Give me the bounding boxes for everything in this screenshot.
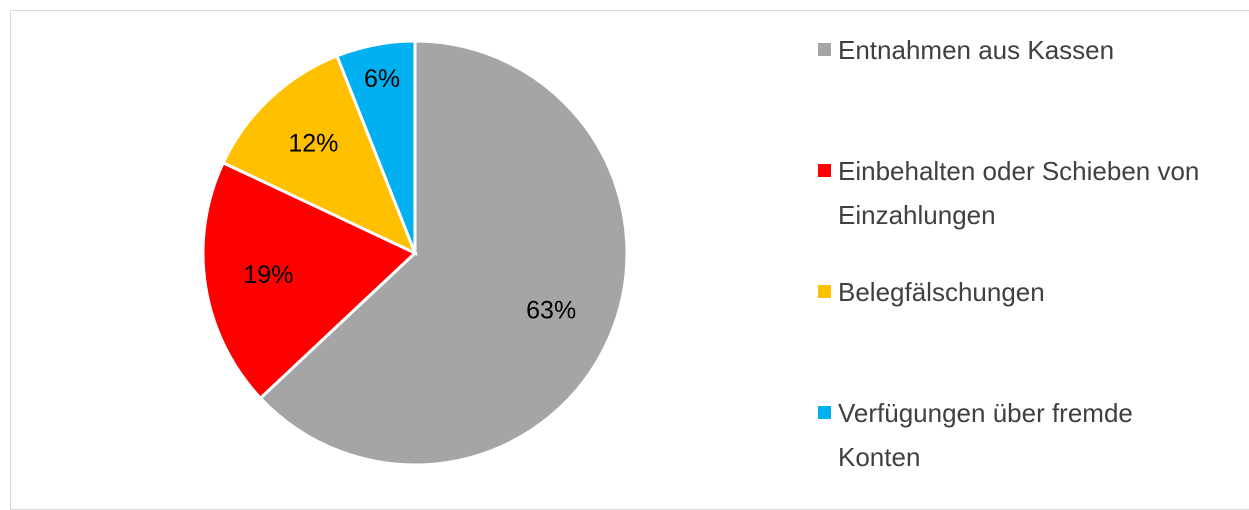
legend-swatch xyxy=(818,406,831,419)
legend-swatch xyxy=(818,285,831,298)
pie-slice xyxy=(258,39,629,467)
legend-label: Belegfälschungen xyxy=(838,277,1045,307)
data-label: 63% xyxy=(526,297,576,325)
page: 63% 19% 12% 6% Entnahmen aus Kassen Einbehal… xyxy=(10,10,1249,510)
legend-label: Einbehalten oder Schieben von Einzahlung… xyxy=(838,156,1200,230)
data-label: 19% xyxy=(243,261,293,289)
legend-item: Verfügungen über fremde Konten xyxy=(818,391,1218,479)
legend-label: Verfügungen über fremde Konten xyxy=(838,398,1133,472)
legend-item: Einbehalten oder Schieben von Einzahlung… xyxy=(818,149,1218,237)
pie-slice xyxy=(335,39,417,254)
legend-item: Belegfälschungen xyxy=(818,270,1218,314)
data-label: 6% xyxy=(364,65,400,93)
legend-label: Entnahmen aus Kassen xyxy=(838,35,1115,65)
legend-swatch xyxy=(818,164,831,177)
data-label: 12% xyxy=(288,129,338,157)
legend-item: Entnahmen aus Kassen xyxy=(818,28,1218,72)
pie-slice xyxy=(221,53,418,256)
chart: 63% 19% 12% 6% xyxy=(201,39,629,467)
pie-slice xyxy=(201,160,418,401)
legend-swatch xyxy=(818,43,831,56)
